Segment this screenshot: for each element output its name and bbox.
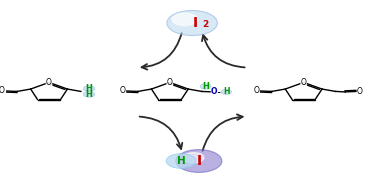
FancyArrowPatch shape bbox=[139, 117, 182, 149]
FancyArrowPatch shape bbox=[202, 35, 245, 67]
Text: 2: 2 bbox=[202, 20, 208, 29]
Text: I: I bbox=[193, 16, 198, 30]
Text: H: H bbox=[202, 82, 209, 91]
Circle shape bbox=[183, 153, 204, 163]
Text: I: I bbox=[196, 154, 201, 168]
Text: O: O bbox=[120, 86, 126, 95]
Text: O: O bbox=[211, 87, 218, 96]
Circle shape bbox=[200, 84, 211, 89]
Circle shape bbox=[221, 89, 231, 95]
FancyArrowPatch shape bbox=[203, 114, 243, 151]
Text: H: H bbox=[177, 156, 185, 166]
Text: O: O bbox=[167, 78, 173, 87]
Circle shape bbox=[176, 150, 222, 172]
Text: O: O bbox=[254, 86, 260, 95]
Text: H: H bbox=[86, 84, 93, 93]
Text: O: O bbox=[357, 87, 363, 96]
Circle shape bbox=[83, 86, 95, 91]
Circle shape bbox=[83, 91, 95, 97]
FancyArrowPatch shape bbox=[142, 33, 182, 70]
Text: O: O bbox=[0, 86, 5, 95]
Text: H: H bbox=[223, 87, 229, 96]
Text: O: O bbox=[301, 78, 307, 87]
Text: H: H bbox=[86, 90, 93, 99]
Circle shape bbox=[167, 10, 217, 36]
Circle shape bbox=[166, 154, 196, 168]
Circle shape bbox=[172, 13, 197, 26]
Text: O: O bbox=[46, 78, 52, 87]
